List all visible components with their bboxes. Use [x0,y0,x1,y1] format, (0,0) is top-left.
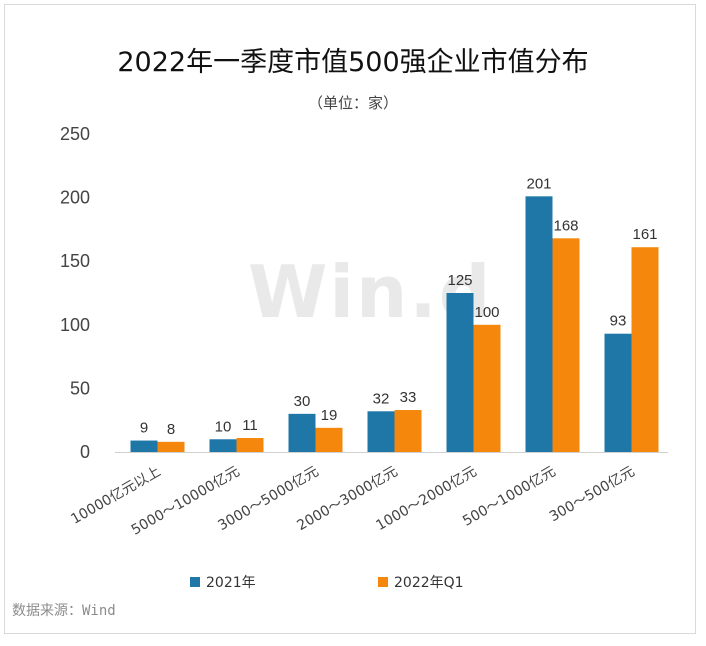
bar-2022q1 [394,410,422,452]
data-label: 10 [215,418,232,435]
bar-2022q1 [315,427,343,452]
y-tick-label: 150 [60,251,90,271]
data-label: 9 [140,420,148,437]
data-label: 100 [474,304,499,321]
legend-item-2021: 2021年 [190,572,256,592]
legend-item-2022q1: 2022年Q1 [378,572,464,592]
y-tick-label: 0 [80,442,90,462]
x-category-label: 300～500亿元 [547,464,638,526]
data-label: 93 [610,313,627,330]
data-label: 30 [294,393,311,410]
data-source: 数据来源：Wind [12,603,116,619]
data-label: 8 [167,421,175,438]
bar-2021 [367,411,395,452]
bar-2021 [446,293,474,452]
y-tick-label: 200 [60,188,90,208]
data-label: 11 [242,417,258,434]
y-tick-label: 50 [70,378,90,398]
data-label: 201 [526,175,551,192]
bar-2021 [130,440,158,452]
bar-2022q1 [631,247,659,452]
bar-2021 [209,439,237,452]
legend-swatch-2022q1 [378,577,388,587]
chart-frame [4,4,696,634]
data-label: 19 [321,407,338,424]
chart-title: 2022年一季度市值500强企业市值分布 [117,47,589,78]
chart-subtitle: （单位：家） [307,94,398,112]
data-label: 32 [373,390,390,407]
bar-2022q1 [473,324,501,452]
bar-2022q1 [236,438,264,452]
legend-label-2022q1: 2022年Q1 [394,575,464,591]
data-label: 33 [400,389,417,406]
data-label: 168 [553,217,578,234]
data-label: 125 [447,272,472,289]
bar-2022q1 [552,238,580,452]
bar-2021 [525,196,553,452]
data-label: 161 [632,226,657,243]
y-tick-label: 100 [60,315,90,335]
bar-2021 [288,413,316,452]
bar-2021 [604,333,632,452]
y-tick-label: 250 [60,124,90,144]
bar-2022q1 [157,441,185,452]
legend-swatch-2021 [190,577,200,587]
legend-label-2021: 2021年 [206,575,256,591]
